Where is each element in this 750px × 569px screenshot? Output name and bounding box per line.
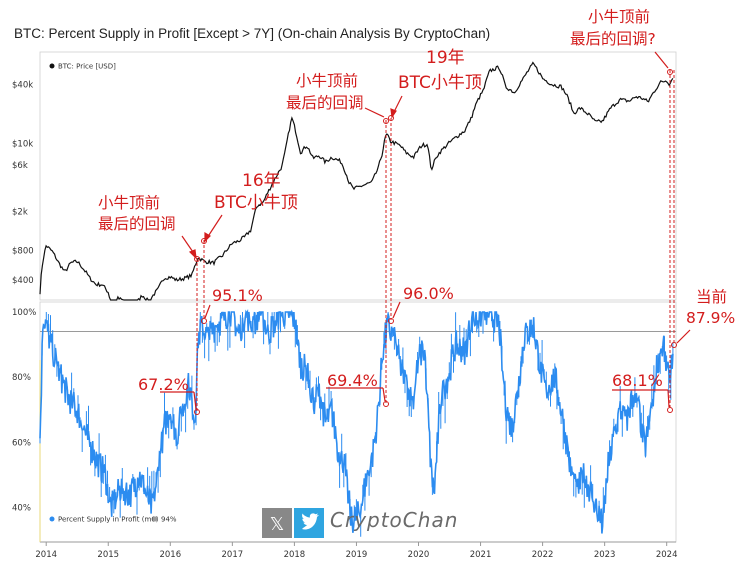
price-tick-4: $800	[12, 247, 34, 257]
price-tick-3: $2k	[12, 208, 28, 218]
price-tick-1: $10k	[12, 139, 33, 149]
supply-tick-1: 80%	[12, 373, 31, 383]
arrow-96-0	[392, 301, 401, 319]
x-logo-box	[262, 508, 292, 538]
arrow-68-1-drop	[667, 389, 670, 408]
price-tick-2: $6k	[12, 161, 28, 171]
x-tick-label-2022: 2022	[532, 550, 554, 560]
twitter-bird-icon	[302, 513, 319, 530]
arrow-67-2-drop	[193, 391, 197, 410]
marker-2016-top-price	[201, 238, 207, 244]
chart-title: BTC: Percent Supply in Profit [Except > …	[14, 26, 491, 41]
ann-96-0: 96.0%	[403, 284, 454, 303]
arrowhead-2019-top	[390, 108, 397, 119]
price-tick-5: $400	[12, 276, 34, 286]
x-tick-label-2024: 2024	[656, 550, 678, 560]
x-tick-label-2017: 2017	[222, 550, 244, 560]
annotation-markers	[194, 69, 677, 415]
marker-2019-top-price	[388, 115, 394, 121]
supply-tick-2: 60%	[12, 438, 31, 448]
x-tick-label-2018: 2018	[284, 550, 306, 560]
ann-2016-top-l1: 16年	[242, 171, 281, 191]
ann-2019-top-l2: BTC小牛顶	[398, 73, 482, 93]
x-tick-label-2015: 2015	[97, 550, 119, 560]
annotation-guides	[196, 70, 675, 412]
arrow-2016-top	[206, 214, 223, 239]
supply-series-noise	[39, 312, 674, 537]
ref-legend-dot	[152, 516, 158, 522]
x-axis-ticks: 2014 2015 2016 2017 2018 2019 2020 2021 2022 2023…	[35, 542, 678, 560]
x-tick-label-2021: 2021	[470, 550, 492, 560]
arrow-2024-pullback	[654, 51, 669, 69]
ann-current-l2: 87.9%	[686, 309, 735, 327]
marker-2019-pullback-price	[383, 118, 389, 124]
arrow-2019-pullback	[364, 107, 385, 118]
x-tick-label-2014: 2014	[35, 550, 57, 560]
ann-95-1: 95.1%	[212, 286, 263, 305]
marker-2019-pullback-supply	[383, 401, 389, 407]
ann-68-1: 68.1%	[612, 371, 663, 390]
arrowhead-2016-pullback	[188, 249, 197, 260]
price-tick-0: $40k	[12, 80, 33, 90]
watermark-text: CryptoChan	[330, 508, 459, 532]
x-tick-label-2019: 2019	[346, 550, 368, 560]
arrow-69-4-drop	[382, 387, 386, 402]
ann-2019-pullback-l2: 最后的回调	[286, 94, 364, 112]
ann-2019-pullback-l1: 小牛顶前	[296, 72, 358, 90]
arrowhead-2016-top	[204, 231, 211, 243]
x-tick-label-2016: 2016	[159, 550, 181, 560]
marker-2016-pullback-supply	[194, 409, 200, 415]
ann-2016-pullback-l2: 最后的回调	[98, 215, 176, 233]
price-panel	[39, 51, 677, 301]
ann-2024-pullback-l2: 最后的回调?	[570, 30, 656, 48]
ann-67-2: 67.2%	[138, 375, 189, 394]
price-legend-dot	[49, 63, 55, 69]
marker-2024-current-supply	[671, 342, 677, 348]
x-tick-label-2023: 2023	[594, 550, 616, 560]
marker-2016-top-supply	[201, 318, 207, 324]
ann-current-l1: 当前	[696, 288, 727, 306]
ref-legend-label: 94%	[161, 516, 177, 524]
supply-y-ticks: 100% 80% 60% 40%	[12, 308, 36, 513]
ann-2024-pullback-l1: 小牛顶前	[588, 8, 650, 26]
arrow-current	[676, 329, 691, 344]
marker-2024-pullback-supply	[667, 407, 673, 413]
supply-legend-label: Percent Supply in Profit (m6)	[58, 516, 159, 524]
supply-tick-0: 100%	[12, 308, 36, 318]
ann-69-4: 69.4%	[327, 371, 378, 390]
ann-2016-pullback-l1: 小牛顶前	[98, 194, 160, 212]
price-y-ticks: $40k $10k $6k $2k $800 $400	[12, 80, 34, 286]
marker-2016-pullback-price	[194, 256, 200, 262]
marker-2019-top-supply	[388, 318, 394, 324]
ann-2019-top-l1: 19年	[426, 48, 465, 68]
x-tick-label-2020: 2020	[408, 550, 430, 560]
price-legend-label: BTC: Price [USD]	[58, 63, 116, 71]
annotation-arrows	[160, 51, 691, 410]
price-series-line	[39, 61, 674, 302]
ann-2016-top-l2: BTC小牛顶	[214, 193, 298, 213]
arrow-95-1	[204, 304, 211, 319]
x-logo-icon: 𝕏	[270, 514, 285, 535]
supply-legend-dot	[49, 516, 55, 522]
marker-2024-pullback-price	[667, 69, 673, 75]
supply-tick-3: 40%	[12, 503, 31, 513]
